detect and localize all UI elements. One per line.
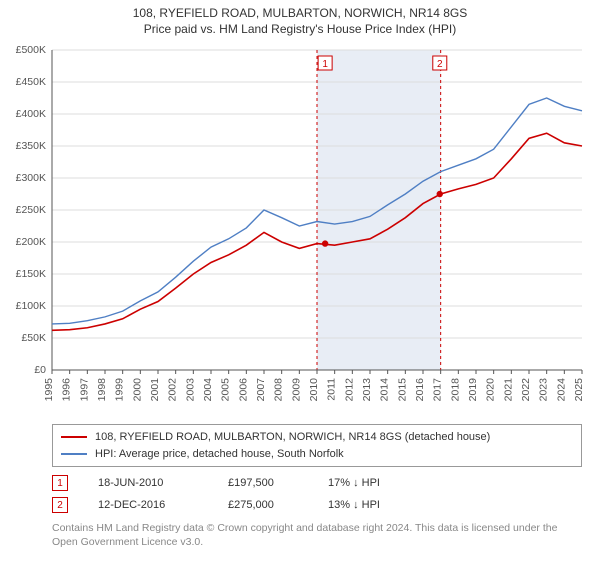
legend-item-property: 108, RYEFIELD ROAD, MULBARTON, NORWICH, … xyxy=(61,429,573,446)
svg-text:2015: 2015 xyxy=(396,378,408,402)
svg-text:2010: 2010 xyxy=(308,378,320,402)
svg-text:2008: 2008 xyxy=(273,378,285,402)
svg-text:2005: 2005 xyxy=(220,378,232,402)
svg-text:1998: 1998 xyxy=(96,378,108,402)
svg-text:2022: 2022 xyxy=(520,378,532,402)
svg-text:£450K: £450K xyxy=(16,76,46,88)
svg-text:£300K: £300K xyxy=(16,172,46,184)
svg-text:2014: 2014 xyxy=(379,378,391,402)
svg-text:2: 2 xyxy=(437,59,443,70)
legend: 108, RYEFIELD ROAD, MULBARTON, NORWICH, … xyxy=(52,424,582,467)
svg-text:1996: 1996 xyxy=(61,378,73,402)
svg-text:£500K: £500K xyxy=(16,44,46,56)
legend-label: 108, RYEFIELD ROAD, MULBARTON, NORWICH, … xyxy=(95,429,490,446)
svg-text:£150K: £150K xyxy=(16,268,46,280)
footnote: Contains HM Land Registry data © Crown c… xyxy=(52,521,582,549)
marker-id-box: 2 xyxy=(52,497,68,513)
svg-text:£350K: £350K xyxy=(16,140,46,152)
chart-title-subtitle: Price paid vs. HM Land Registry's House … xyxy=(0,22,600,36)
svg-text:2025: 2025 xyxy=(573,378,585,402)
svg-text:1: 1 xyxy=(322,59,328,70)
svg-text:2016: 2016 xyxy=(414,378,426,402)
svg-text:1999: 1999 xyxy=(114,378,126,402)
legend-label: HPI: Average price, detached house, Sout… xyxy=(95,446,344,463)
marker-row-2: 2 12-DEC-2016 £275,000 13% ↓ HPI xyxy=(52,497,582,513)
svg-text:1997: 1997 xyxy=(78,378,90,402)
svg-text:£0: £0 xyxy=(34,364,46,376)
svg-text:£100K: £100K xyxy=(16,300,46,312)
svg-text:2019: 2019 xyxy=(467,378,479,402)
svg-text:£400K: £400K xyxy=(16,108,46,120)
svg-text:2018: 2018 xyxy=(449,378,461,402)
marker-id-box: 1 xyxy=(52,475,68,491)
svg-text:2002: 2002 xyxy=(167,378,179,402)
marker-price: £275,000 xyxy=(228,499,298,511)
svg-text:£50K: £50K xyxy=(21,332,46,344)
markers-table: 1 18-JUN-2010 £197,500 17% ↓ HPI 2 12-DE… xyxy=(52,475,582,513)
marker-row-1: 1 18-JUN-2010 £197,500 17% ↓ HPI xyxy=(52,475,582,491)
svg-text:2020: 2020 xyxy=(485,378,497,402)
svg-text:2013: 2013 xyxy=(361,378,373,402)
legend-swatch-property xyxy=(61,436,87,438)
chart-svg: £0 £50K £100K £150K £200K £250K £300K £350K £400… xyxy=(0,40,600,420)
svg-text:2004: 2004 xyxy=(202,378,214,402)
svg-text:2000: 2000 xyxy=(131,378,143,402)
marker-date: 12-DEC-2016 xyxy=(98,499,198,511)
svg-text:2024: 2024 xyxy=(555,378,567,402)
svg-text:2009: 2009 xyxy=(290,378,302,402)
legend-swatch-hpi xyxy=(61,453,87,455)
chart-title-address: 108, RYEFIELD ROAD, MULBARTON, NORWICH, … xyxy=(0,6,600,20)
marker-pct: 17% ↓ HPI xyxy=(328,477,418,489)
svg-text:2006: 2006 xyxy=(237,378,249,402)
svg-text:2001: 2001 xyxy=(149,378,161,402)
svg-text:2007: 2007 xyxy=(255,378,267,402)
legend-item-hpi: HPI: Average price, detached house, Sout… xyxy=(61,446,573,463)
svg-text:2011: 2011 xyxy=(326,378,338,401)
marker-pct: 13% ↓ HPI xyxy=(328,499,418,511)
svg-text:2023: 2023 xyxy=(538,378,550,402)
svg-text:2021: 2021 xyxy=(502,378,514,402)
svg-text:£200K: £200K xyxy=(16,236,46,248)
svg-text:2012: 2012 xyxy=(343,378,355,402)
marker-date: 18-JUN-2010 xyxy=(98,477,198,489)
chart-area: £0 £50K £100K £150K £200K £250K £300K £350K £400… xyxy=(0,40,600,420)
page-container: 108, RYEFIELD ROAD, MULBARTON, NORWICH, … xyxy=(0,6,600,549)
svg-text:£250K: £250K xyxy=(16,204,46,216)
svg-text:1995: 1995 xyxy=(43,378,55,402)
svg-text:2017: 2017 xyxy=(432,378,444,402)
svg-text:2003: 2003 xyxy=(184,378,196,402)
marker-price: £197,500 xyxy=(228,477,298,489)
